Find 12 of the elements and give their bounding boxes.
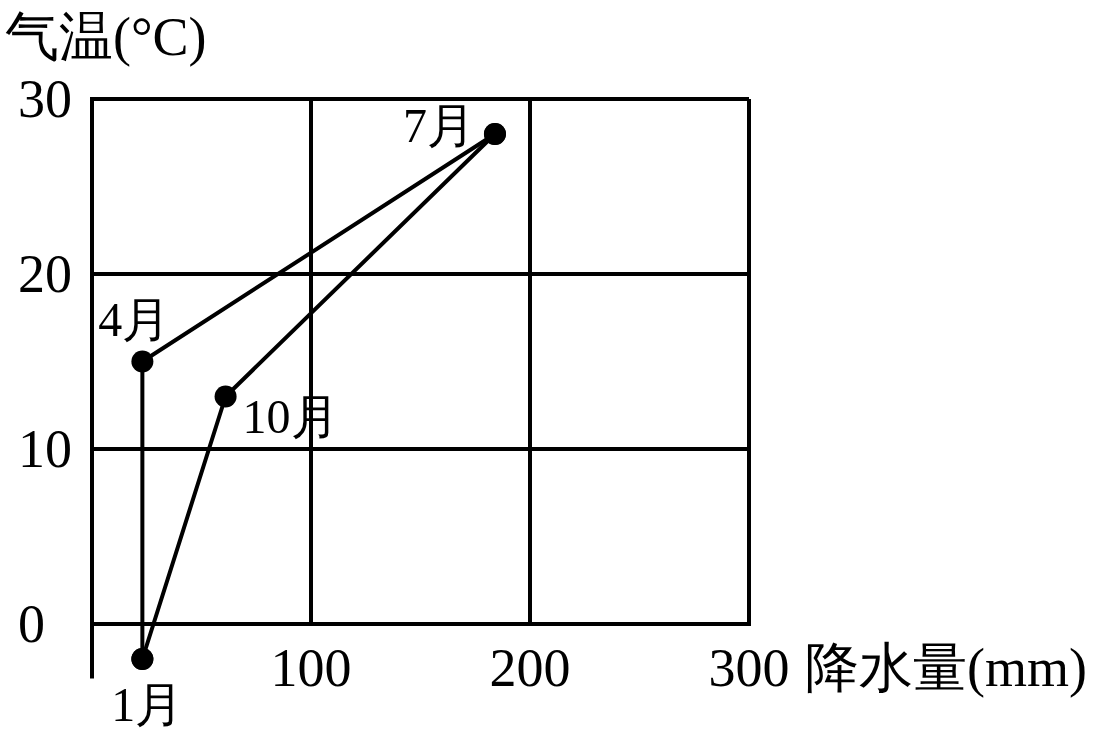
annotation: 4月	[98, 292, 171, 345]
x-tick-label: 300	[708, 638, 790, 698]
y-tick-label: 0	[18, 594, 45, 654]
annotation: 1月	[111, 677, 184, 731]
y-tick-label: 30	[18, 69, 72, 129]
y-tick-label: 10	[18, 419, 72, 479]
annotation: 7月	[402, 98, 475, 152]
x-tick-label: 200	[489, 638, 571, 698]
y-tick-label: 20	[18, 244, 72, 304]
y-axis-title: 气温(°C)	[5, 7, 207, 67]
x-tick-label: 100	[270, 638, 352, 698]
x-axis-title: 降水量(mm)	[805, 638, 1087, 698]
